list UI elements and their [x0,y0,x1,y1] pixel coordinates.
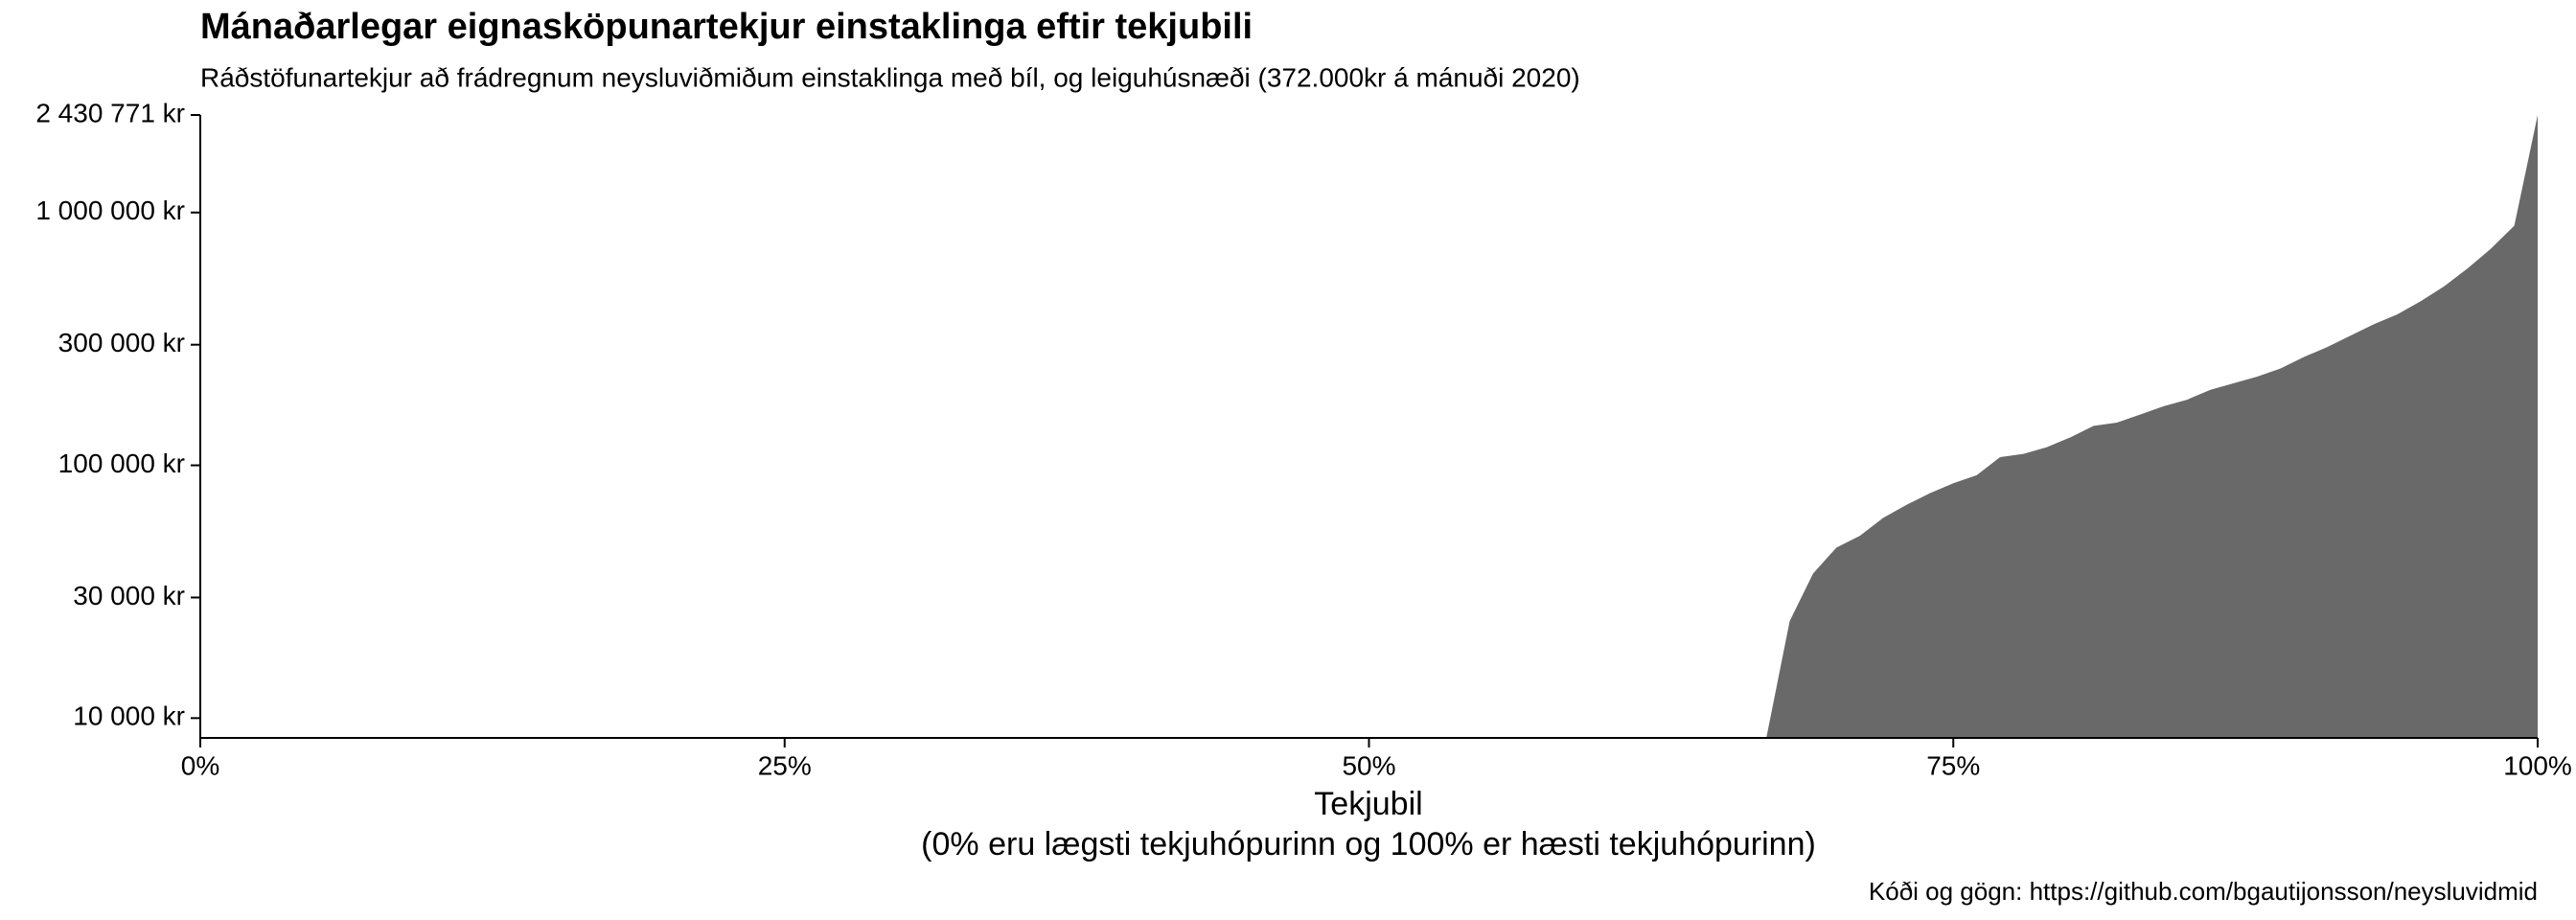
x-tick-label: 25% [758,750,812,780]
chart-title: Mánaðarlegar eignasköpunartekjur einstak… [200,7,1253,47]
area [1766,115,2538,738]
y-tick-label: 30 000 kr [73,581,185,610]
x-tick-label: 75% [1926,750,1980,780]
x-tick-label: 100% [2503,750,2572,780]
x-tick-label: 50% [1342,750,1395,780]
x-axis-label: Tekjubil [1314,786,1422,822]
y-tick-label: 100 000 kr [58,448,185,478]
chart-subtitle: Ráðstöfunartekjur að frádregnum neysluvi… [200,62,1580,92]
y-tick-label: 300 000 kr [58,328,185,357]
x-tick-label: 0% [181,750,219,780]
x-axis-label: (0% eru lægsti tekjuhópurinn og 100% er … [921,826,1816,862]
caption: Kóði og gögn: https://github.com/bgautij… [1869,877,2538,906]
y-tick-label: 1 000 000 kr [35,196,185,225]
y-tick-label: 2 430 771 kr [35,98,185,127]
y-tick-label: 10 000 kr [73,702,185,731]
